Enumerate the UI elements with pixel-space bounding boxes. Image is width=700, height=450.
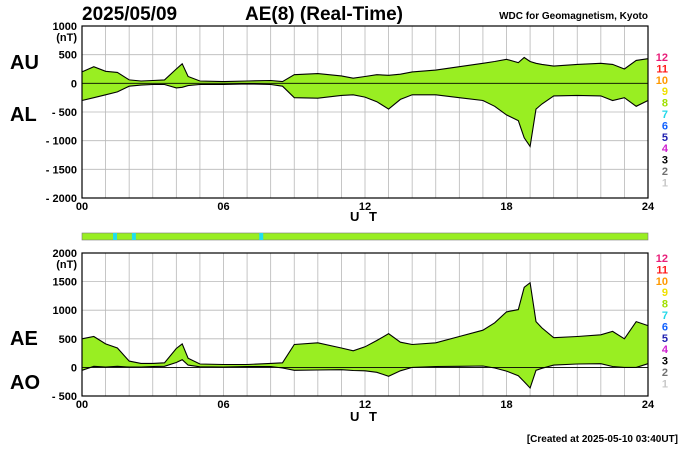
legend-level-10: 10 (656, 276, 668, 288)
station-status-bar (81, 232, 649, 241)
legend-level-6: 6 (662, 120, 668, 132)
legend-level-11: 11 (656, 63, 668, 75)
x-tick-label: 12 (359, 201, 371, 213)
legend-level-9: 9 (662, 287, 668, 299)
y-tick-label: - 1500 (46, 164, 77, 176)
band-fill-au-al (82, 57, 648, 147)
legend-level-2: 2 (662, 367, 668, 379)
data-source-label: WDC for Geomagnetism, Kyoto (499, 11, 648, 22)
legend-level-7: 7 (662, 109, 668, 121)
legend-level-8: 8 (662, 299, 668, 311)
unit-label: (nT) (56, 32, 77, 44)
legend-level-4: 4 (662, 143, 669, 155)
legend-level-10: 10 (656, 75, 668, 87)
x-tick-label: 18 (500, 399, 512, 411)
station-bar-marker (113, 233, 118, 240)
chart-date: 2025/05/09 (82, 4, 178, 25)
series-line-au (81, 56, 649, 83)
legend-level-2: 2 (662, 166, 668, 178)
au-al-panel: 1000 500 0 - 500 - 1000 - 1500 - 2000 (nT) 00 06 1… (46, 21, 655, 224)
y-tick-label: 500 (59, 334, 77, 346)
legend-level-8: 8 (662, 98, 668, 110)
y-tick-label: 1000 (53, 21, 77, 33)
y-tick-label: - 500 (52, 391, 77, 403)
y-tick-label: 2000 (53, 248, 77, 260)
legend-level-3: 3 (662, 356, 668, 368)
station-bar-marker (259, 233, 264, 240)
y-tick-label: - 500 (52, 107, 77, 119)
legend-level-9: 9 (662, 86, 668, 98)
plot-frame (81, 252, 649, 397)
chart-title: AE(8) (Real-Time) (245, 4, 404, 25)
x-axis-label: U T (350, 409, 380, 424)
x-tick-label: 06 (217, 201, 229, 213)
legend-level-12: 12 (656, 253, 668, 265)
al-label: AL (10, 104, 37, 126)
y-tick-label: 1000 (53, 305, 77, 317)
station-bar-fill (81, 232, 649, 241)
y-tick-label: 0 (71, 78, 77, 90)
x-tick-label: 00 (76, 399, 88, 411)
legend-level-5: 5 (662, 132, 668, 144)
au-label: AU (10, 52, 39, 74)
x-tick-label: 06 (217, 399, 229, 411)
ae-label: AE (10, 328, 38, 350)
series-line-ao (81, 359, 649, 390)
ae-ao-panel: 2000 1500 1000 500 0 - 500 (nT) 00 06 12 18 24 U T (52, 248, 655, 424)
legend-level-4: 4 (662, 344, 669, 356)
x-tick-label: 24 (642, 399, 655, 411)
unit-label: (nT) (56, 259, 77, 271)
x-tick-label: 00 (76, 201, 88, 213)
series-line-al (81, 83, 649, 148)
band-fill-ae-ao (82, 282, 648, 388)
legend-level-6: 6 (662, 321, 668, 333)
legend-level-7: 7 (662, 310, 668, 322)
y-tick-label: 500 (59, 50, 77, 62)
legend-level-11: 11 (656, 264, 668, 276)
legend-level-3: 3 (662, 155, 668, 167)
legend-level-5: 5 (662, 333, 668, 345)
x-tick-label: 18 (500, 201, 512, 213)
legend-level-12: 12 (656, 52, 668, 64)
ao-label: AO (10, 372, 40, 394)
plot-frame (81, 25, 649, 199)
x-axis-label: U T (350, 209, 380, 224)
legend-level-1: 1 (662, 378, 668, 390)
created-timestamp: [Created at 2025-05-10 03:40UT] (526, 434, 678, 445)
legend-level-1: 1 (662, 177, 668, 189)
station-bar-marker (131, 233, 136, 240)
y-tick-label: - 2000 (46, 193, 77, 205)
y-tick-label: 0 (71, 362, 77, 374)
y-tick-label: - 1000 (46, 136, 77, 148)
x-tick-label: 24 (642, 201, 655, 213)
x-tick-label: 12 (359, 399, 371, 411)
y-tick-label: 1500 (53, 277, 77, 289)
series-line-ae (81, 281, 649, 366)
